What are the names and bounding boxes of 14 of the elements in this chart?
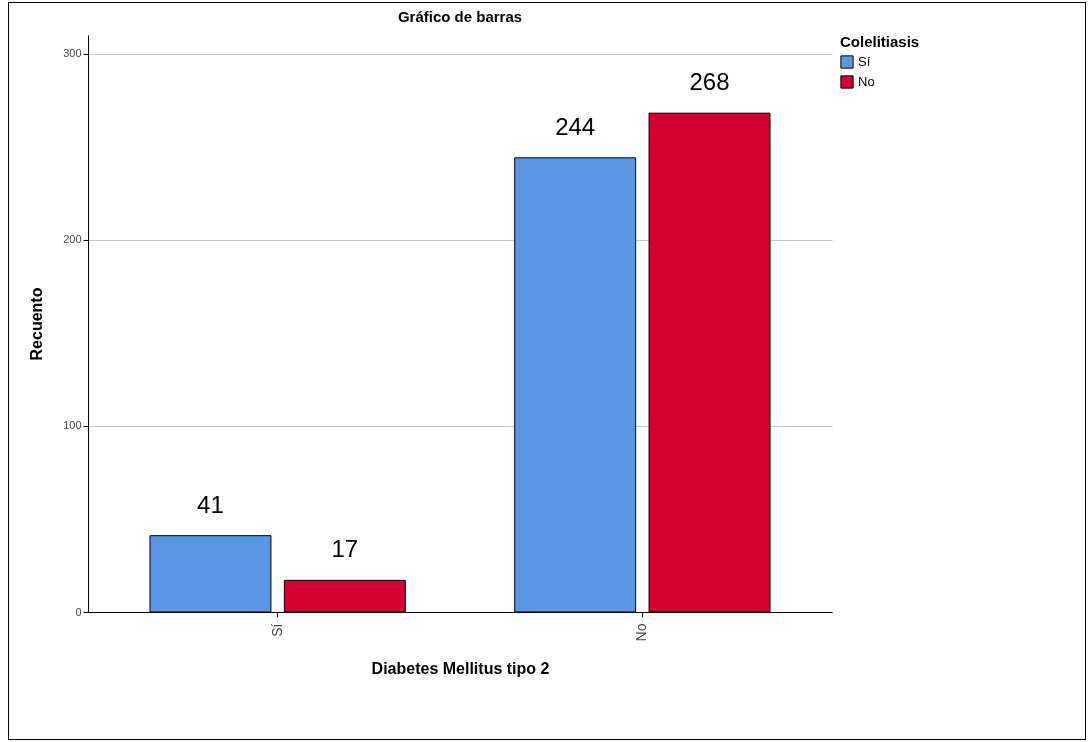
data-label: 244 bbox=[555, 112, 596, 140]
y-tick-label: 200 bbox=[63, 233, 82, 246]
y-axis-title: Recuento bbox=[28, 287, 46, 361]
y-tick-label: 100 bbox=[63, 419, 82, 432]
x-axis-title: Diabetes Mellitus tipo 2 bbox=[371, 660, 550, 678]
legend-title: Colelitiasis bbox=[840, 33, 920, 50]
y-tick-label: 300 bbox=[63, 47, 82, 60]
data-label: 17 bbox=[331, 535, 359, 563]
y-tick-label: 0 bbox=[75, 605, 82, 618]
chart-title: Gráfico de barras bbox=[397, 8, 523, 25]
legend-label: Sí bbox=[858, 54, 871, 69]
legend-label: No bbox=[858, 74, 875, 89]
data-label: 41 bbox=[197, 490, 224, 518]
data-label: 268 bbox=[689, 68, 730, 96]
